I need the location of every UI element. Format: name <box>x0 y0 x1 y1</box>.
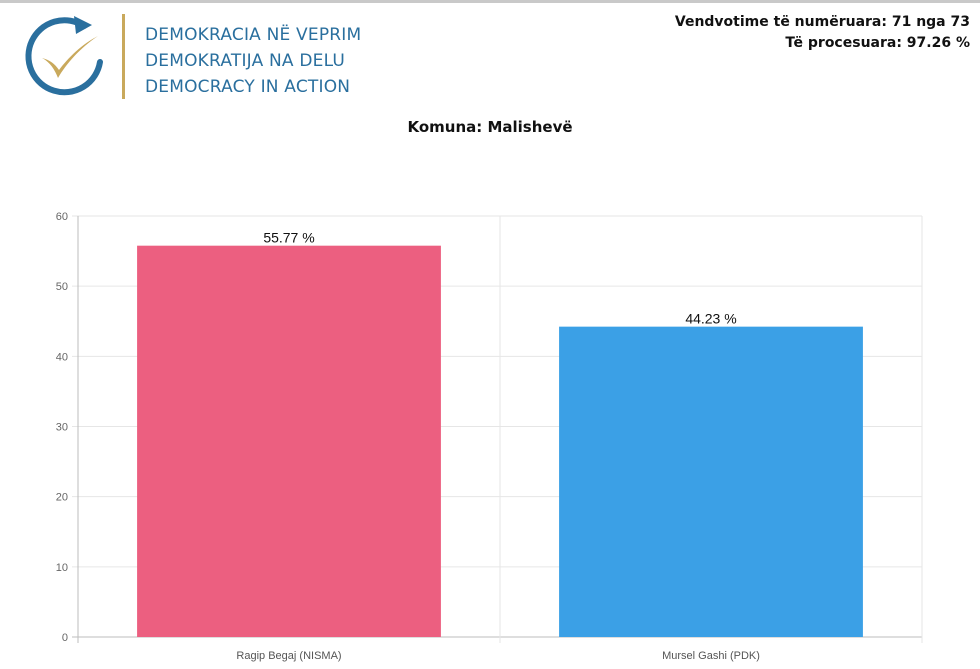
y-tick-label: 50 <box>56 281 68 293</box>
org-name-english: DEMOCRACY IN ACTION <box>145 77 351 97</box>
y-tick-label: 0 <box>62 632 68 644</box>
count-stats: Vendvotime të numëruara: 71 nga 73 Të pr… <box>675 12 970 54</box>
y-tick-label: 20 <box>56 492 68 504</box>
top-rule <box>0 0 980 3</box>
org-names: DEMOKRACIA NË VEPRIM DEMOKRATIJA NA DELU… <box>145 22 361 100</box>
logo-divider <box>122 14 125 99</box>
bar-value-label: 44.23 % <box>685 311 736 327</box>
y-tick-label: 40 <box>56 351 68 363</box>
check-circle-logo-icon <box>25 16 103 96</box>
y-tick-label: 10 <box>56 562 68 574</box>
bar <box>137 245 441 638</box>
org-name-serbian: DEMOKRATIJA NA DELU <box>145 51 346 71</box>
chart-title: Komuna: Malishevë <box>407 118 573 136</box>
org-name-albanian: DEMOKRACIA NË VEPRIM <box>145 25 362 45</box>
y-tick-label: 60 <box>56 211 68 223</box>
bar-value-label: 55.77 % <box>263 230 314 246</box>
processed-percentage: Të procesuara: 97.26 % <box>785 35 970 51</box>
x-category-label: Ragip Begaj (NISMA) <box>236 650 341 662</box>
polling-stations-counted: Vendvotime të numëruara: 71 nga 73 <box>674 14 970 30</box>
x-category-label: Mursel Gashi (PDK) <box>662 650 760 662</box>
bar <box>559 326 863 637</box>
y-tick-label: 30 <box>56 422 68 434</box>
